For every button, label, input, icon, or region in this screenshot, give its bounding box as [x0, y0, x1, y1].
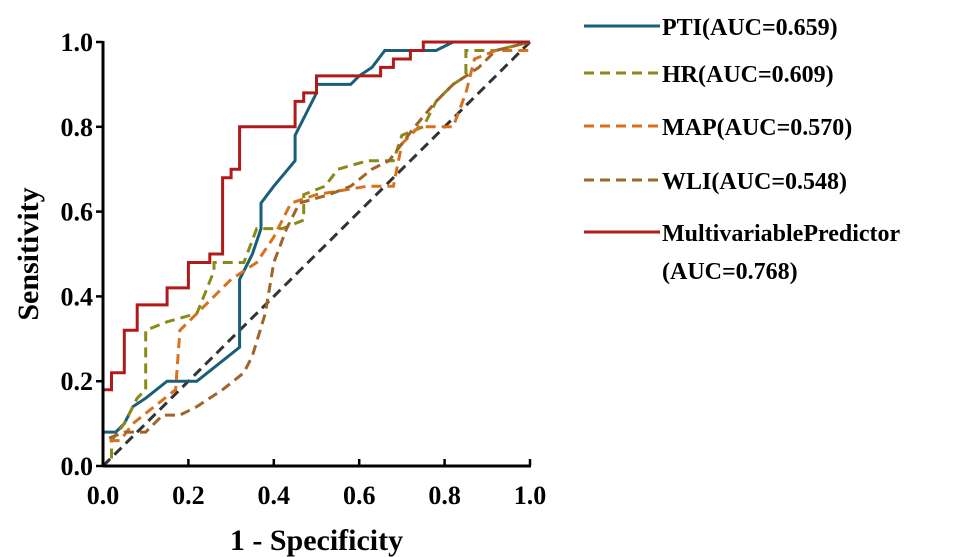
series-line-0 [101, 40, 530, 466]
y-tick-label: 0.4 [61, 282, 94, 311]
x-tick-label: 0.4 [258, 481, 291, 510]
x-tick-label: 0.2 [172, 481, 205, 510]
y-tick-label: 0.8 [61, 113, 94, 142]
series-line-3 [101, 40, 531, 466]
legend-label: MAP(AUC=0.570) [662, 115, 852, 141]
x-tick-label: 0.6 [343, 481, 376, 510]
x-axis-title: 1 - Specificity [230, 524, 403, 557]
legend-label: PTI(AUC=0.659) [662, 15, 838, 41]
y-tick-label: 0.2 [61, 367, 94, 396]
axes: 0.0 0.2 0.4 0.6 0.8 1.0 0.0 0.2 0.4 0.6 0.8 1.0 1 - … [12, 28, 546, 557]
x-tick-label: 1.0 [514, 481, 547, 510]
y-tick-label: 0.6 [61, 198, 94, 227]
y-axis-title: Sensitivity [12, 187, 45, 320]
y-tick-label: 1.0 [61, 28, 94, 57]
x-tick-label: 0.0 [87, 481, 120, 510]
series-line-4 [101, 40, 530, 466]
plot-area [101, 40, 532, 468]
legend: PTI(AUC=0.659) HR(AUC=0.609) MAP(AUC=0.570… [584, 15, 901, 285]
legend-label: MultivariablePredictor [662, 221, 901, 247]
series-line-1 [103, 40, 531, 468]
reference-diagonal-line [101, 40, 532, 468]
x-tick-label: 0.8 [428, 481, 461, 510]
legend-label: WLI(AUC=0.548) [662, 169, 847, 195]
y-tick-label: 0.0 [61, 452, 94, 481]
legend-label: HR(AUC=0.609) [662, 62, 834, 88]
legend-label: (AUC=0.768) [662, 259, 798, 285]
